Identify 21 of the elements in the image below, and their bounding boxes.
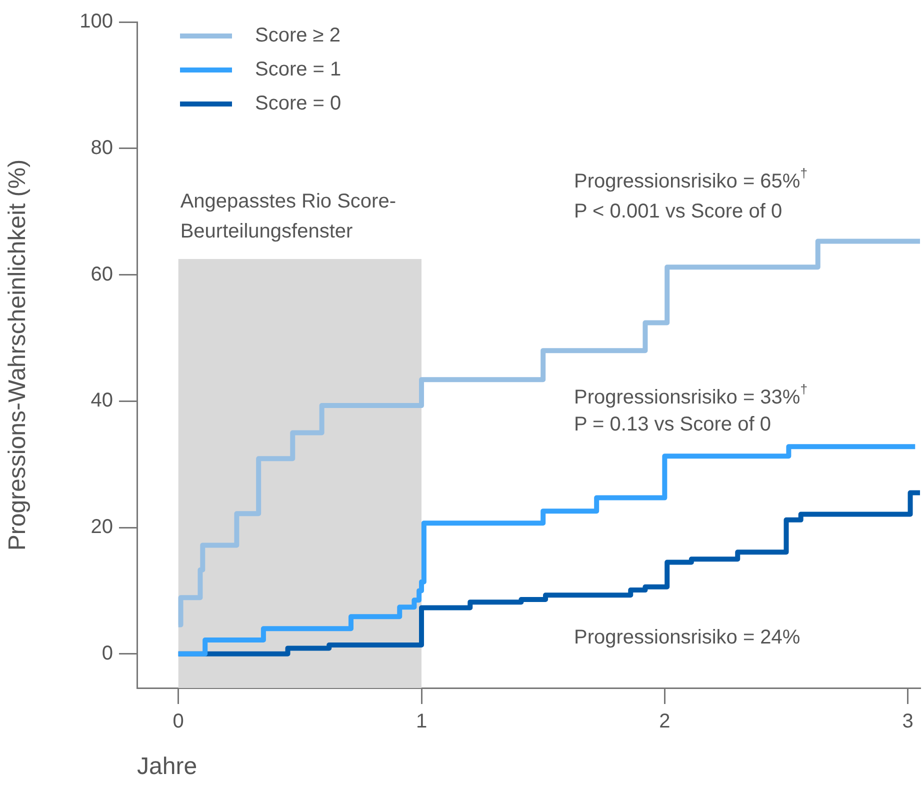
annotation: P = 0.13 vs Score of 0: [574, 414, 771, 436]
x-tick-label: 1: [416, 710, 428, 733]
y-axis-title: Progressions-Wahrscheinlichkeit (%): [4, 159, 32, 551]
x-tick-label: 3: [902, 710, 914, 733]
y-tick-label: 0: [102, 642, 113, 664]
y-tick-label: 20: [90, 516, 113, 538]
y-tick-label: 100: [80, 10, 113, 33]
legend-label: Score ≥ 2: [255, 24, 340, 47]
legend-label: Score = 0: [255, 92, 342, 115]
x-tick-label: 0: [172, 710, 184, 733]
x-tick-label: 2: [659, 710, 670, 733]
annotation: Progressionsrisiko = 33%†: [574, 382, 808, 409]
x-axis-title: Jahre: [137, 753, 198, 780]
annotation: P < 0.001 vs Score of 0: [574, 200, 782, 223]
y-tick-label: 60: [90, 263, 113, 286]
y-tick-label: 40: [90, 390, 113, 412]
legend-label: Score = 1: [255, 58, 342, 81]
y-tick-label: 80: [90, 136, 113, 159]
annotation: Progressionsrisiko = 65%†: [574, 166, 808, 193]
annotation: Progressionsrisiko = 24%: [574, 626, 800, 649]
band-label: Angepasstes Rio Score-Beurteilungsfenster: [180, 190, 396, 243]
